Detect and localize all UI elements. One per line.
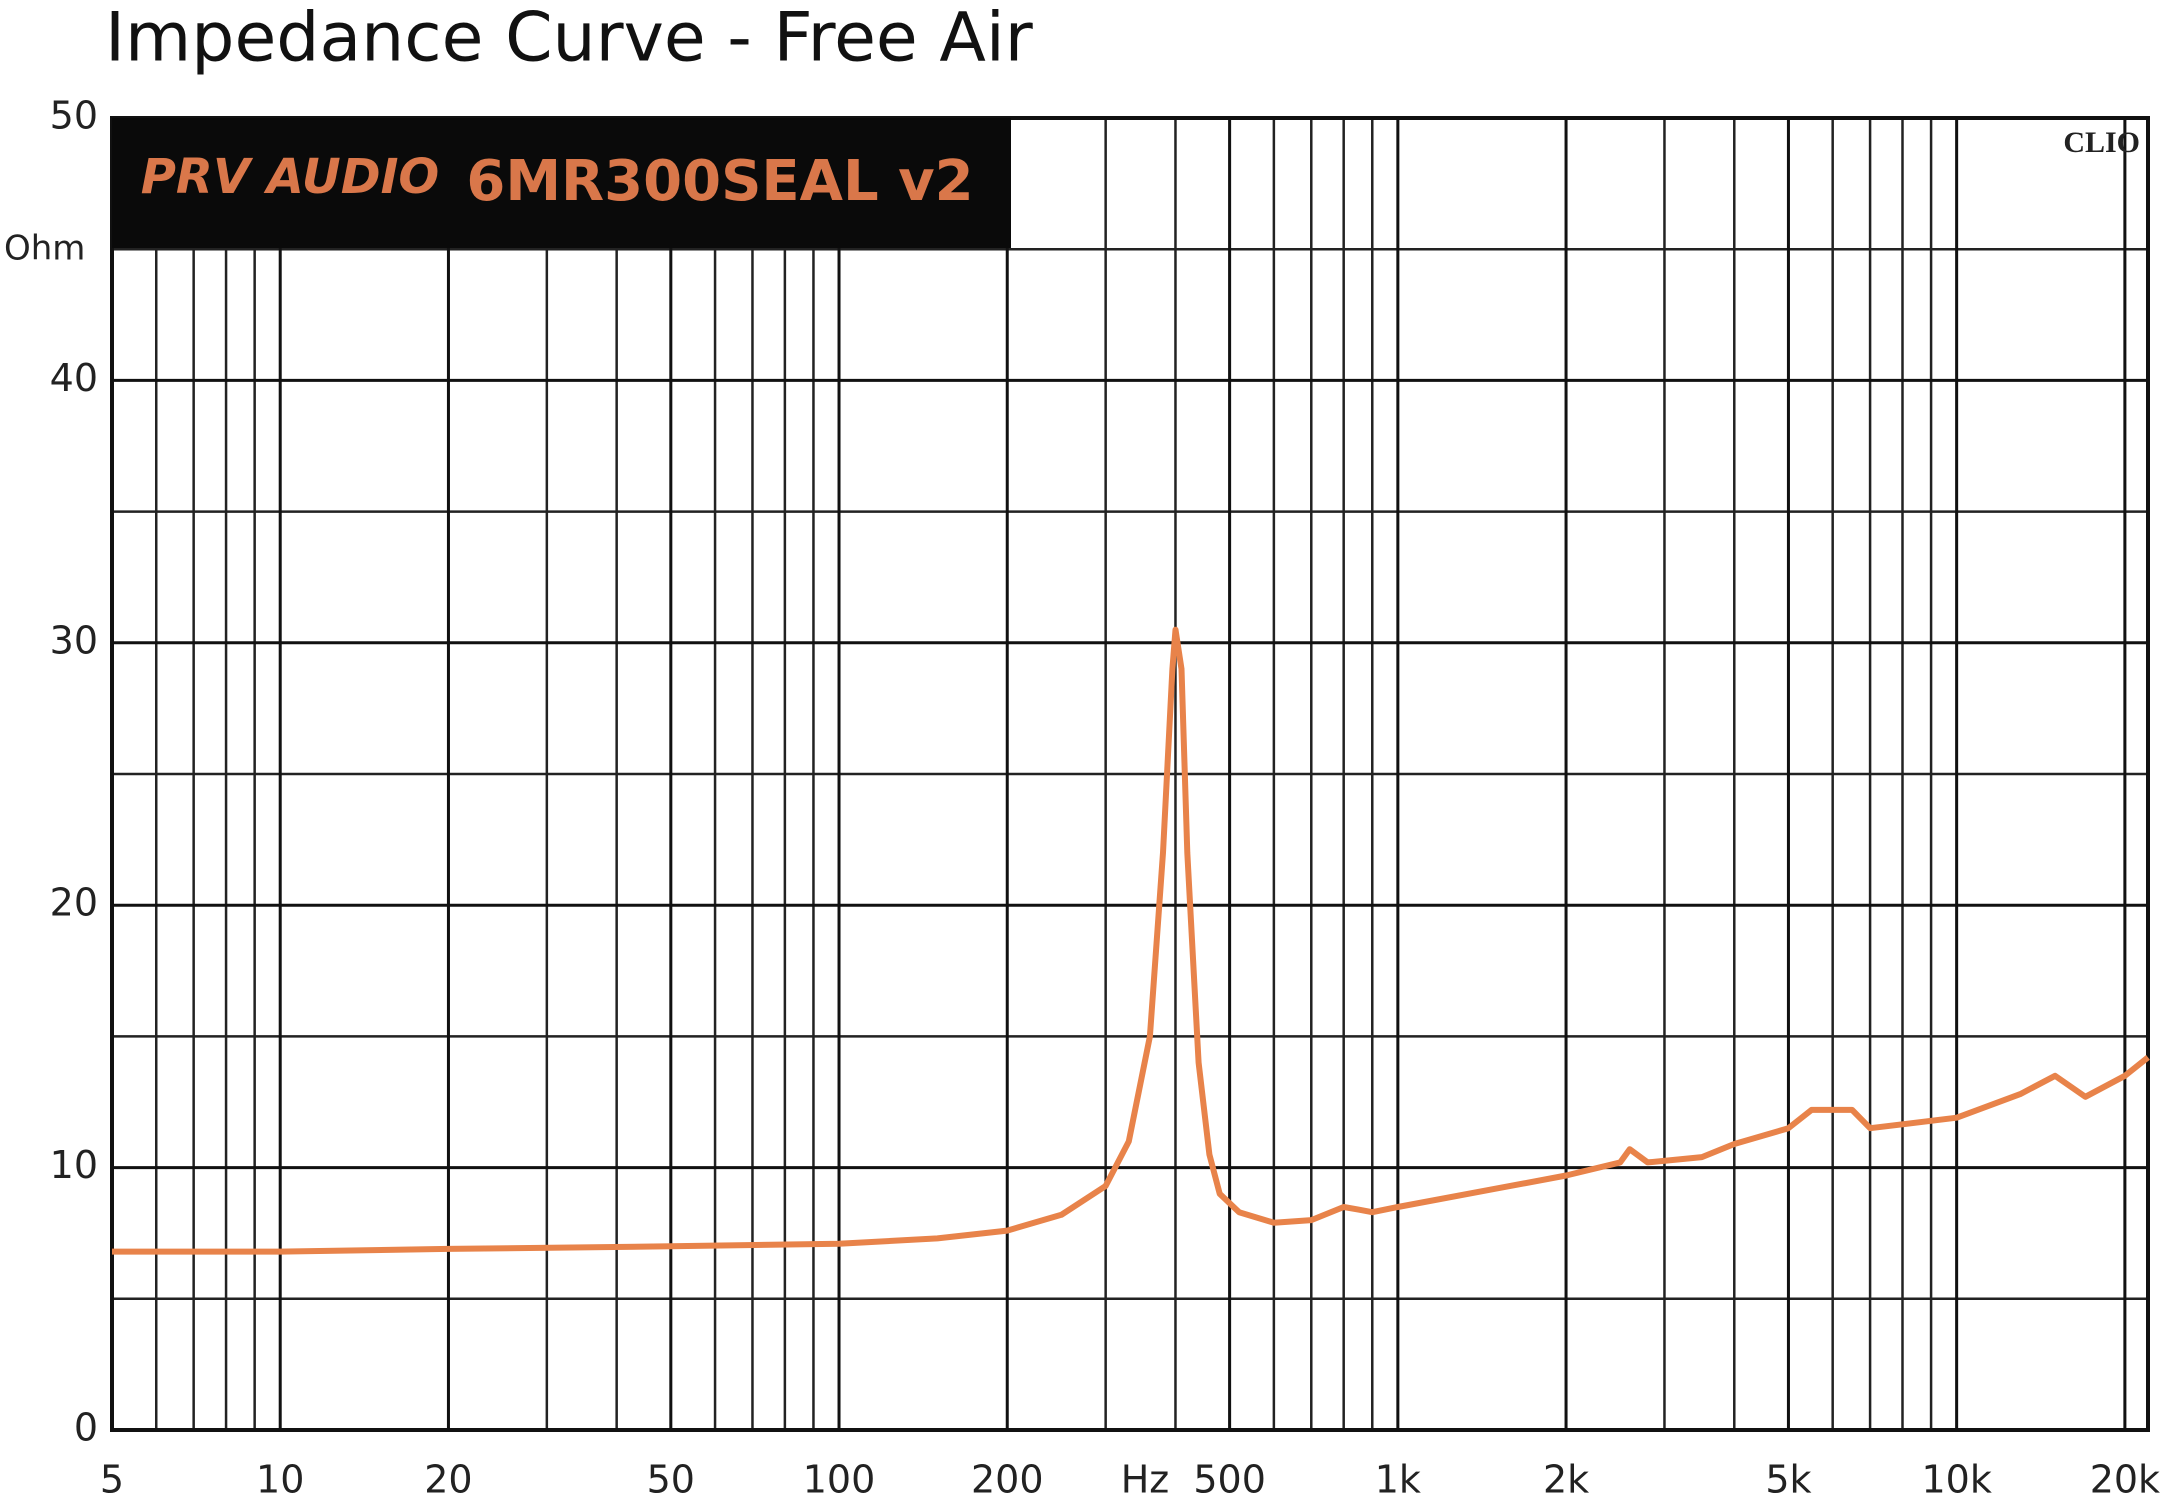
x-tick-label: 20k	[2090, 1458, 2160, 1500]
y-axis-label: Ohm	[4, 229, 85, 269]
x-tick-label: 50	[647, 1458, 695, 1500]
model: 6MR300SEAL v2	[466, 149, 973, 214]
x-tick-label: 2k	[1543, 1458, 1589, 1500]
x-tick-label: 10k	[1921, 1458, 1991, 1500]
impedance-line	[112, 626, 2150, 1255]
x-tick-label: 1k	[1375, 1458, 1421, 1500]
y-tick-label: 40	[50, 356, 98, 400]
plot-frame	[110, 116, 2150, 1432]
x-tick-label: 20	[424, 1458, 472, 1500]
chart-title: Impedance Curve - Free Air	[105, 0, 1033, 78]
watermark: CLIO	[2063, 126, 2140, 159]
x-tick-label: 100	[803, 1458, 876, 1500]
y-tick-label: 50	[50, 94, 98, 138]
y-tick-label: 10	[50, 1143, 98, 1187]
logo-box	[112, 118, 1011, 248]
x-tick-label: 500	[1193, 1458, 1266, 1500]
x-tick-label: 10	[256, 1458, 304, 1500]
grid	[110, 116, 2150, 1432]
y-tick-label: 20	[50, 881, 98, 925]
x-tick-label: 5	[100, 1458, 124, 1500]
x-axis-label: Hz	[1121, 1458, 1170, 1500]
x-tick-label: 200	[971, 1458, 1044, 1500]
y-tick-label: 30	[50, 618, 98, 662]
y-tick-label: 0	[74, 1406, 98, 1450]
brand: PRV AUDIO	[141, 149, 439, 205]
x-tick-label: 5k	[1765, 1458, 1811, 1500]
